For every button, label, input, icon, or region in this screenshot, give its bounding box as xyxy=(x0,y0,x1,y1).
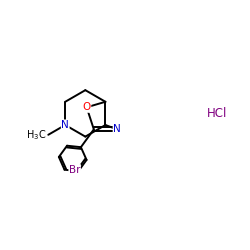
Text: HCl: HCl xyxy=(207,107,227,120)
Text: O: O xyxy=(82,102,91,112)
Text: H$_3$C: H$_3$C xyxy=(26,128,46,142)
Text: Br: Br xyxy=(69,165,80,175)
Text: N: N xyxy=(113,124,121,134)
Text: N: N xyxy=(61,120,69,130)
